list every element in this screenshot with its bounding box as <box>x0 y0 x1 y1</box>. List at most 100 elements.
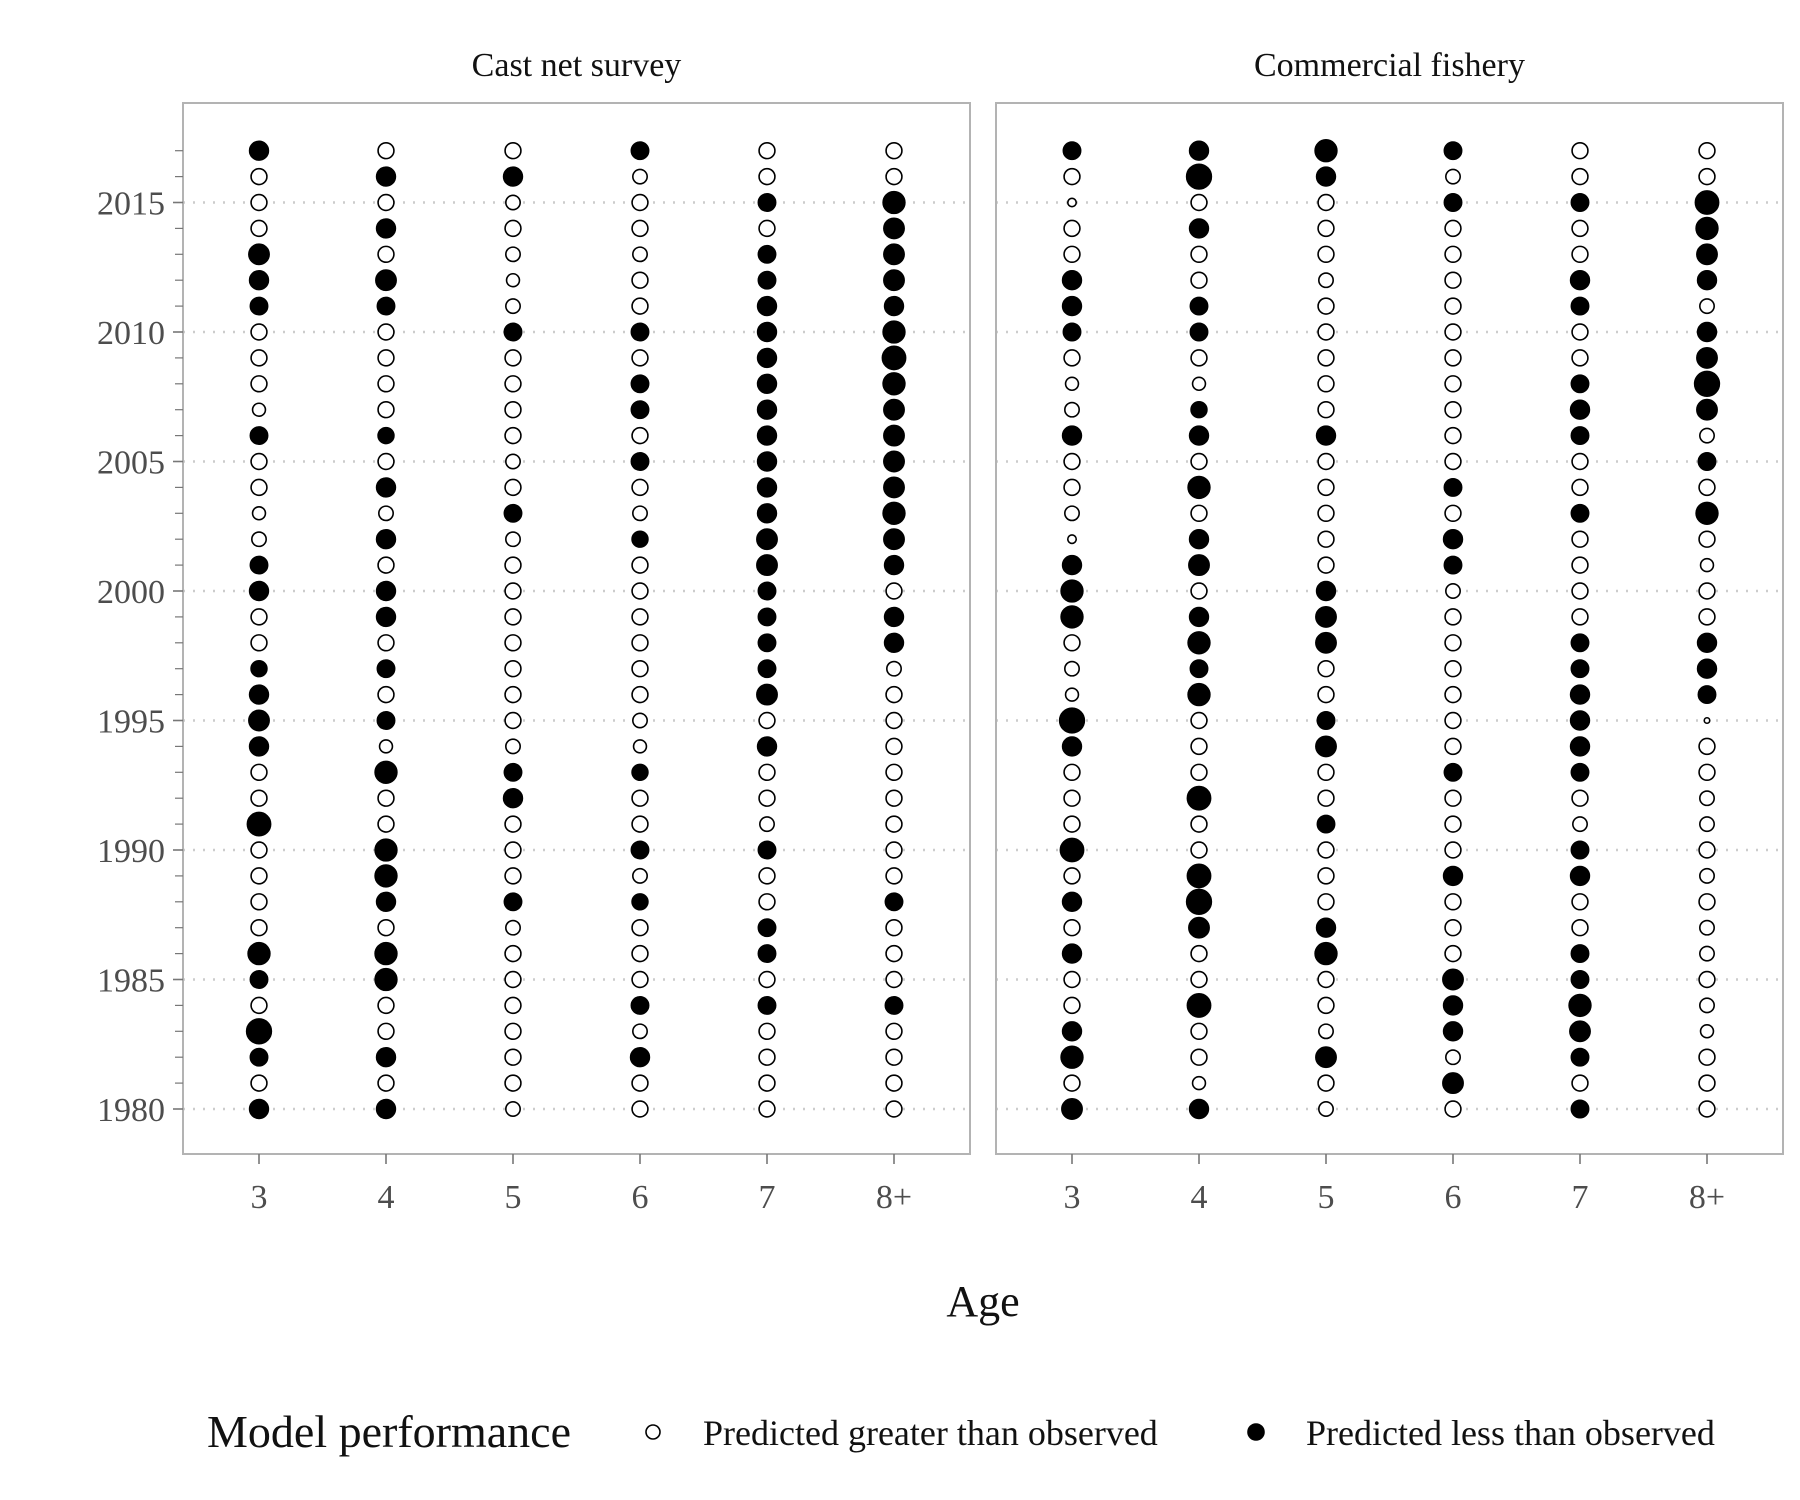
residual-point-open <box>1444 245 1462 264</box>
residual-point-open <box>1699 427 1715 444</box>
y-tick-label: 2005 <box>97 445 165 482</box>
residual-point-filled <box>503 762 523 782</box>
residual-point-open <box>504 478 522 497</box>
residual-point-open <box>1444 918 1462 937</box>
residual-point-filled <box>1569 270 1591 291</box>
residual-point-filled <box>249 1047 269 1067</box>
residual-point-open <box>1063 789 1081 807</box>
residual-point-filled <box>1570 193 1590 212</box>
residual-point-open <box>631 608 649 626</box>
residual-point-open <box>251 506 267 521</box>
residual-point-open <box>885 1048 903 1066</box>
residual-point-open <box>377 1022 395 1041</box>
residual-point-open <box>1191 1075 1207 1091</box>
residual-point-open <box>250 996 268 1015</box>
residual-point-filled <box>883 450 905 473</box>
residual-point-open <box>632 739 648 754</box>
residual-point-filled <box>503 322 523 342</box>
residual-point-open <box>1444 685 1462 704</box>
residual-point-open <box>1571 219 1589 238</box>
residual-point-open <box>1317 193 1335 212</box>
x-tick-label: 5 <box>1318 1179 1335 1216</box>
residual-point-open <box>1444 349 1462 367</box>
residual-point-filled <box>375 166 397 187</box>
residual-point-filled <box>882 190 906 215</box>
residual-point-filled <box>375 528 397 550</box>
residual-point-open <box>1444 426 1462 445</box>
residual-point-open <box>885 918 903 937</box>
residual-point-filled <box>1314 941 1338 966</box>
residual-point-open <box>1698 582 1716 600</box>
x-tick-label: 8+ <box>876 1179 912 1216</box>
residual-point-open <box>377 685 395 704</box>
residual-point-open <box>1318 1101 1334 1117</box>
residual-point-filled <box>757 659 777 679</box>
residual-point-filled <box>1061 891 1083 912</box>
residual-point-open <box>1190 245 1208 264</box>
residual-point-open <box>1444 1100 1462 1118</box>
residual-point-filled <box>1058 707 1086 734</box>
residual-point-open <box>1698 841 1716 859</box>
residual-point-open <box>1444 452 1462 471</box>
residual-point-filled <box>376 659 396 679</box>
residual-point-filled <box>1188 1098 1210 1120</box>
residual-point-open <box>1571 245 1589 264</box>
panel-title: Cast net survey <box>472 47 682 84</box>
residual-point-open <box>504 426 522 445</box>
residual-point-open <box>1063 996 1081 1015</box>
residual-point-open <box>377 193 395 212</box>
residual-point-open <box>1317 867 1335 885</box>
residual-point-open <box>1571 582 1589 600</box>
residual-point-open <box>1571 608 1589 626</box>
residual-point-open <box>631 789 649 807</box>
residual-point-open <box>631 582 649 600</box>
residual-point-open <box>1698 608 1716 626</box>
residual-point-filled <box>1443 141 1463 161</box>
residual-point-open <box>631 426 649 445</box>
residual-point-open <box>1063 349 1081 367</box>
residual-point-filled <box>757 840 777 860</box>
residual-point-open <box>377 789 395 807</box>
residual-point-filled <box>1695 501 1719 525</box>
residual-point-filled <box>1188 554 1210 577</box>
residual-point-open <box>885 763 903 782</box>
residual-point-filled <box>882 501 906 525</box>
residual-point-open <box>1699 919 1715 936</box>
residual-point-open <box>250 789 268 807</box>
residual-point-open <box>1571 530 1589 548</box>
residual-point-open <box>504 349 522 367</box>
residual-point-filled <box>757 193 777 212</box>
residual-point-open <box>1571 918 1589 937</box>
residual-point-open <box>1698 763 1716 782</box>
residual-point-open <box>1699 557 1715 573</box>
residual-point-open <box>885 737 903 756</box>
residual-point-open <box>1699 1024 1715 1039</box>
residual-point-filled <box>883 269 905 292</box>
residual-point-open <box>631 349 649 367</box>
residual-point-open <box>504 996 522 1015</box>
residual-point-filled <box>1315 735 1337 758</box>
residual-point-open <box>1063 815 1081 833</box>
residual-point-open <box>377 1074 395 1092</box>
residual-point-filled <box>1061 270 1083 291</box>
legend-open-circle-icon <box>645 1424 661 1440</box>
residual-point-open <box>631 815 649 833</box>
residual-point-open <box>632 1023 648 1040</box>
residual-point-open <box>505 1101 521 1117</box>
residual-point-open <box>1317 530 1335 548</box>
x-tick-label: 4 <box>378 1179 395 1216</box>
residual-point-filled <box>883 632 905 653</box>
residual-point-open <box>1190 452 1208 471</box>
residual-point-filled <box>1443 193 1463 212</box>
residual-point-open <box>1445 583 1461 599</box>
residual-point-filled <box>883 243 905 266</box>
residual-point-open <box>1063 867 1081 885</box>
residual-point-filled <box>756 321 778 343</box>
residual-point-filled <box>1188 606 1210 628</box>
residual-point-open <box>505 194 521 211</box>
residual-point-filled <box>756 399 778 420</box>
legend-filled-circle-icon <box>1247 1423 1265 1441</box>
residual-point-open <box>250 323 268 341</box>
residual-point-filled <box>1443 555 1463 575</box>
residual-point-open <box>1444 711 1462 730</box>
